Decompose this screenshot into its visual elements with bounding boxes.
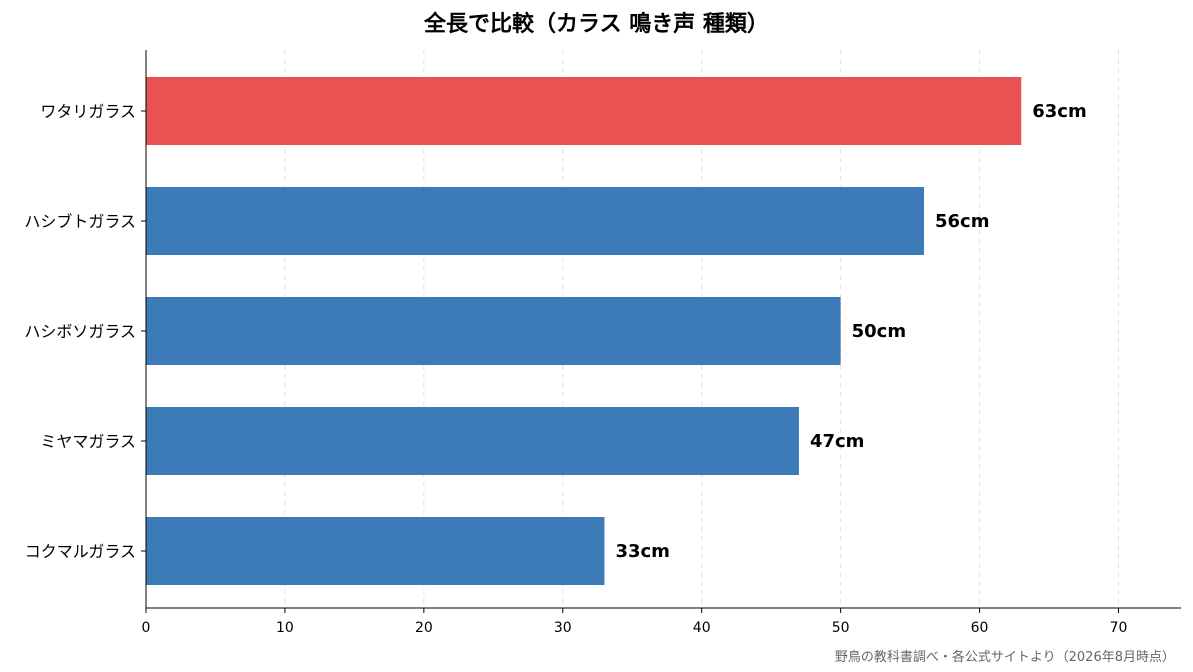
- source-note: 野鳥の教科書調べ・各公式サイトより（2026年8月時点）: [834, 650, 1175, 665]
- x-tick-label: 60: [971, 620, 989, 636]
- x-tick-label: 30: [554, 620, 572, 636]
- bar-value-labels: 63cm 56cm 50cm 47cm 33cm: [615, 101, 1086, 562]
- x-tick-label: 0: [142, 620, 151, 636]
- bar-value-label: 56cm: [935, 211, 989, 232]
- bar: [146, 187, 924, 255]
- bar-value-label: 50cm: [852, 321, 906, 342]
- x-tick-label: 40: [693, 620, 711, 636]
- chart-title: 全長で比較（カラス 鳴き声 種類）: [424, 12, 769, 37]
- x-tick-label: 70: [1110, 620, 1128, 636]
- category-label: ハシボソガラス: [24, 322, 136, 341]
- axes: 0 10 20 30 40 50 60 70: [141, 50, 1181, 636]
- x-tick-label: 10: [276, 620, 294, 636]
- category-label: ワタリガラス: [40, 102, 136, 121]
- category-label: ミヤマガラス: [40, 432, 136, 451]
- x-tick-label: 50: [832, 620, 850, 636]
- bar-value-label: 63cm: [1032, 101, 1086, 122]
- x-tick-label: 20: [415, 620, 433, 636]
- bar: [146, 517, 605, 585]
- bar-value-label: 47cm: [810, 431, 864, 452]
- category-label: ハシブトガラス: [24, 212, 136, 231]
- bar: [146, 407, 799, 475]
- bars: [146, 77, 1022, 585]
- bar: [146, 297, 841, 365]
- category-label: コクマルガラス: [25, 542, 136, 561]
- bar: [146, 77, 1022, 145]
- bar-value-label: 33cm: [615, 541, 669, 562]
